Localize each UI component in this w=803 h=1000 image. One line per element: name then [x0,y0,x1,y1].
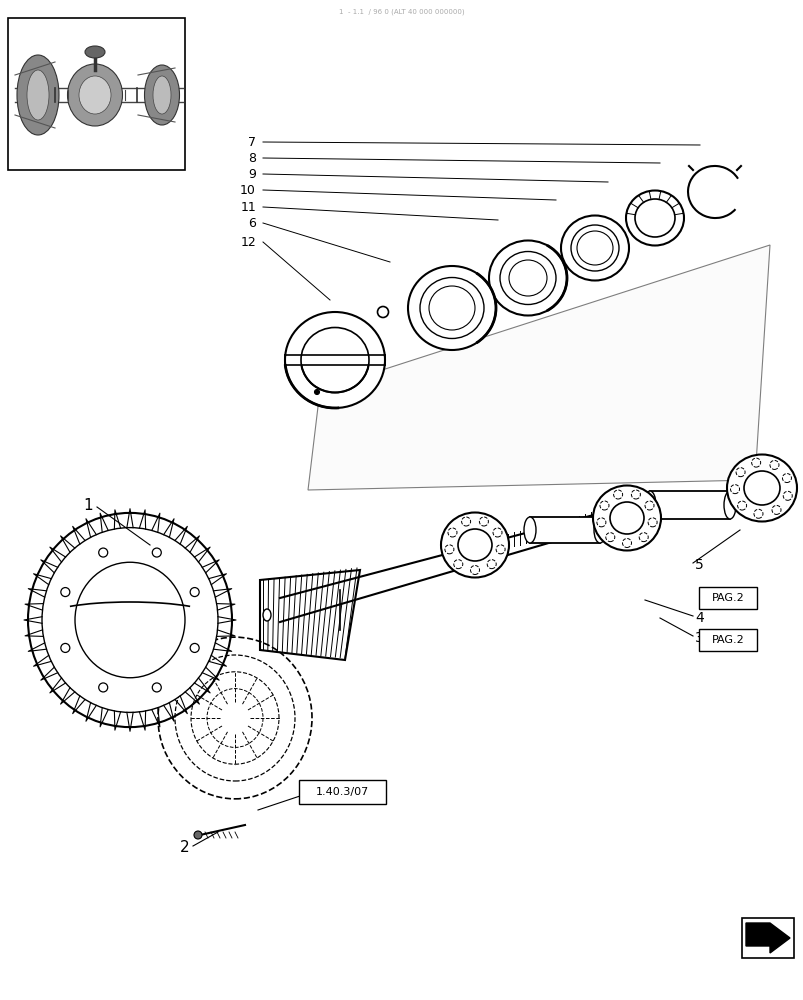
Ellipse shape [593,486,660,550]
Ellipse shape [75,562,185,678]
Ellipse shape [99,548,108,557]
Ellipse shape [61,588,70,597]
Ellipse shape [441,512,508,578]
Text: 2: 2 [180,840,190,855]
Ellipse shape [27,70,49,120]
Ellipse shape [444,545,454,554]
Bar [649,491,729,519]
Ellipse shape [419,277,483,338]
Text: 4: 4 [694,611,703,625]
Ellipse shape [599,501,608,510]
Ellipse shape [145,65,179,125]
Ellipse shape [560,216,628,280]
Text: 6: 6 [248,217,255,230]
Ellipse shape [524,517,536,543]
Bar [8,18,185,170]
Ellipse shape [626,191,683,246]
Text: PAG.2: PAG.2 [711,593,744,603]
Ellipse shape [67,64,122,126]
Ellipse shape [263,609,271,621]
Ellipse shape [407,266,495,350]
Ellipse shape [85,46,105,58]
Ellipse shape [429,286,475,330]
Ellipse shape [596,518,605,527]
Ellipse shape [622,538,630,548]
Ellipse shape [570,225,618,271]
Text: 5: 5 [694,558,703,572]
Ellipse shape [736,501,746,510]
Ellipse shape [630,490,640,499]
Ellipse shape [781,474,790,483]
Ellipse shape [487,560,495,569]
Text: 1  - 1.1  / 96 0 (ALT 40 000 000000): 1 - 1.1 / 96 0 (ALT 40 000 000000) [339,8,464,15]
Ellipse shape [458,529,491,561]
Bar [529,517,599,543]
Ellipse shape [730,485,739,494]
Ellipse shape [152,683,161,692]
Text: 1: 1 [84,497,93,512]
Ellipse shape [638,533,647,542]
Ellipse shape [609,502,643,534]
Ellipse shape [634,199,675,237]
Ellipse shape [751,458,760,467]
Ellipse shape [61,643,70,652]
Text: 10: 10 [240,184,255,197]
Ellipse shape [769,460,778,469]
Ellipse shape [492,528,501,537]
Ellipse shape [647,518,656,527]
Ellipse shape [771,505,780,514]
Ellipse shape [17,55,59,135]
Ellipse shape [99,683,108,692]
Ellipse shape [470,566,479,574]
Bar [741,918,793,958]
Ellipse shape [284,312,385,408]
Ellipse shape [753,509,762,518]
Ellipse shape [508,260,546,296]
Ellipse shape [726,454,796,522]
Ellipse shape [743,471,779,505]
Ellipse shape [190,588,199,597]
Ellipse shape [593,517,605,543]
Ellipse shape [577,231,612,265]
Ellipse shape [190,643,199,652]
Text: 1.40.3/07: 1.40.3/07 [315,787,368,797]
Ellipse shape [453,560,463,569]
Ellipse shape [79,76,111,114]
Ellipse shape [300,328,369,392]
Ellipse shape [605,533,614,542]
Ellipse shape [377,306,388,318]
Ellipse shape [488,240,566,316]
Ellipse shape [495,545,504,554]
Ellipse shape [42,528,218,712]
Text: PAG.2: PAG.2 [711,635,744,645]
Ellipse shape [194,831,202,839]
Ellipse shape [153,76,171,114]
Text: 7: 7 [247,136,255,149]
Ellipse shape [314,389,319,394]
Text: 9: 9 [248,168,255,181]
FancyBboxPatch shape [698,629,756,651]
Ellipse shape [447,528,456,537]
Polygon shape [308,245,769,490]
Text: 3: 3 [694,631,703,645]
Ellipse shape [736,468,744,477]
Text: 11: 11 [240,201,255,214]
Ellipse shape [782,491,791,500]
Ellipse shape [461,517,470,526]
Ellipse shape [28,513,232,727]
Ellipse shape [479,517,487,526]
Ellipse shape [613,490,622,499]
FancyBboxPatch shape [698,587,756,609]
Text: 12: 12 [240,235,255,248]
Text: 8: 8 [247,152,255,165]
Ellipse shape [644,501,653,510]
Ellipse shape [152,548,161,557]
Ellipse shape [723,491,735,519]
FancyBboxPatch shape [299,780,385,804]
Polygon shape [259,570,360,660]
Ellipse shape [499,251,556,304]
Ellipse shape [643,491,655,519]
Polygon shape [745,923,789,953]
